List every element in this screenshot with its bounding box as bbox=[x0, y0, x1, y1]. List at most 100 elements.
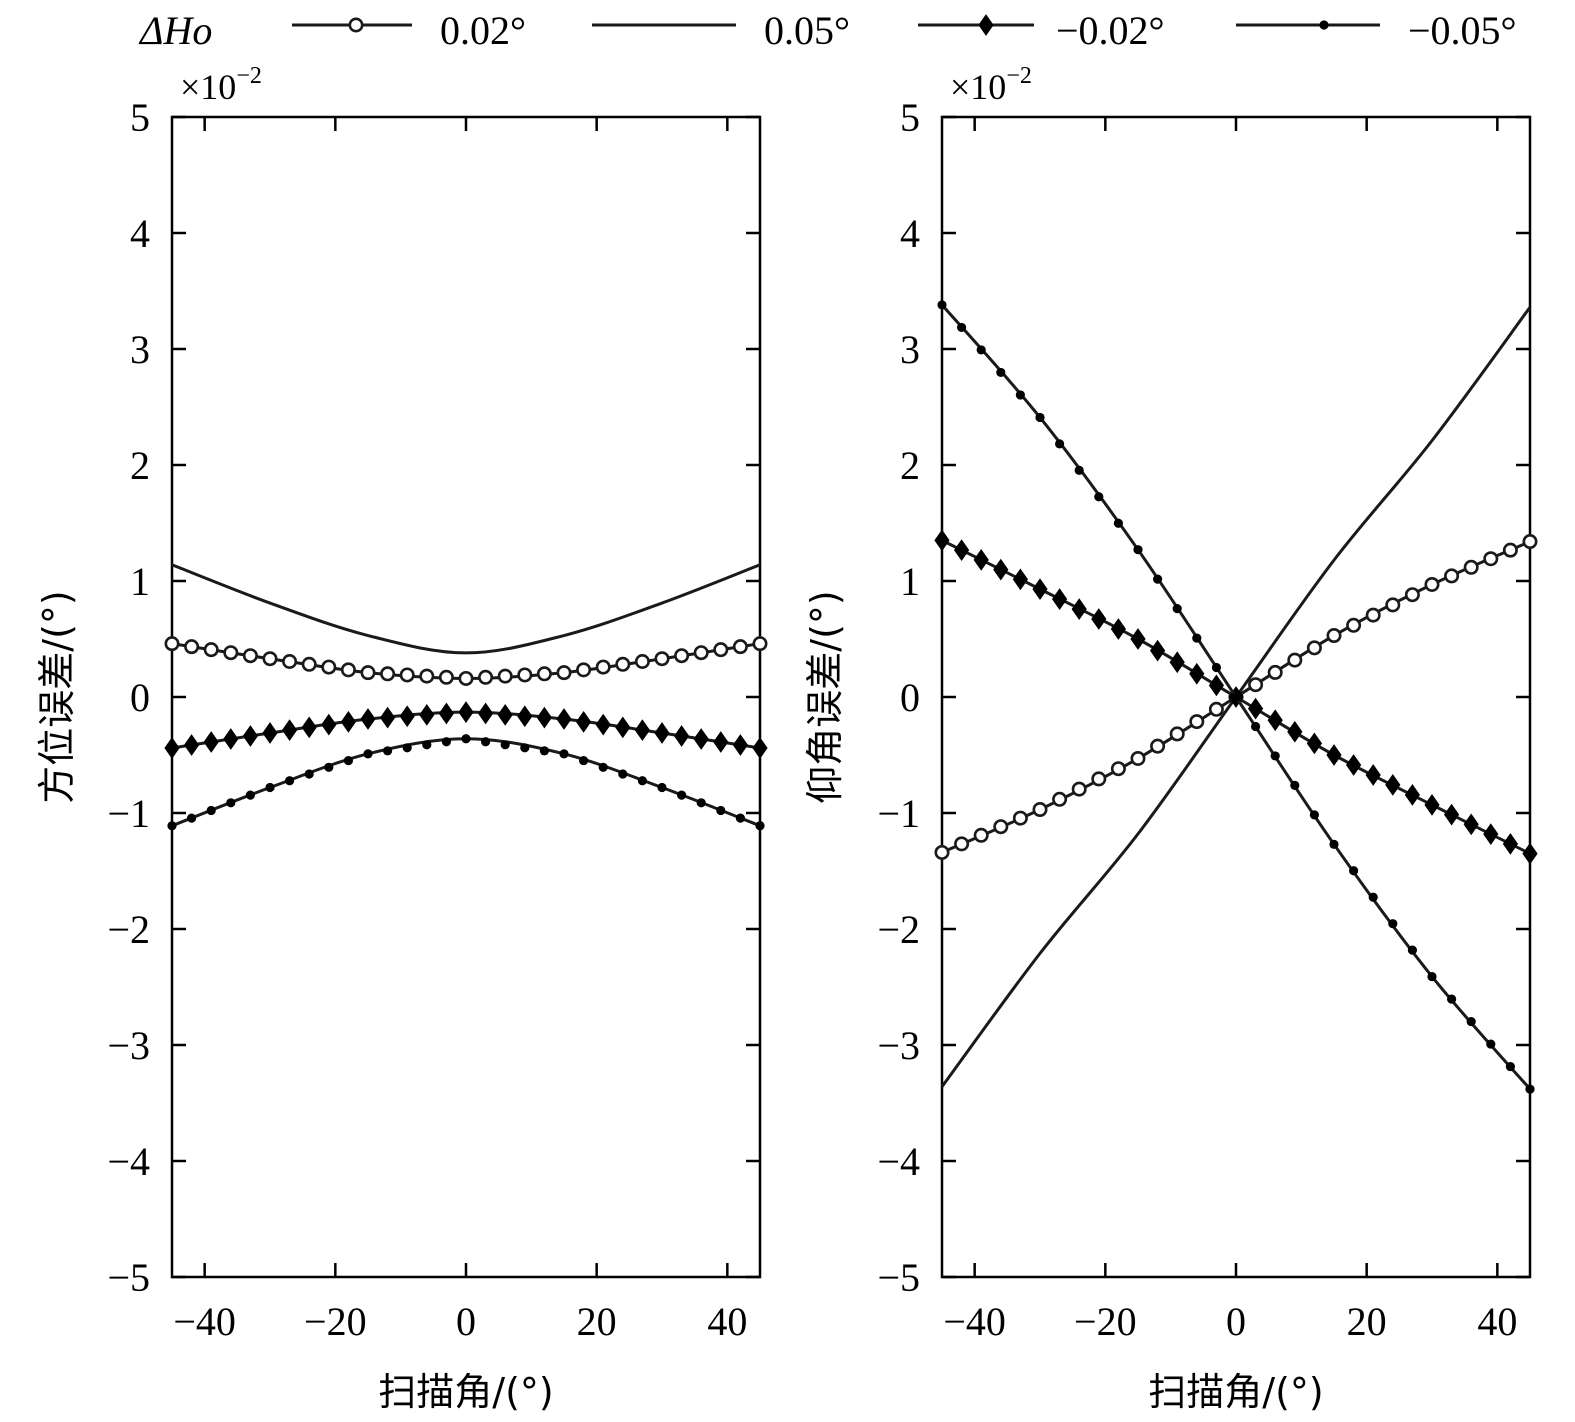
y-axis-title: 仰角误差/(°) bbox=[803, 590, 847, 803]
series-marker bbox=[1329, 839, 1339, 849]
y-tick-label: −2 bbox=[877, 907, 920, 952]
x-axis-title: 扫描角/(°) bbox=[378, 1370, 553, 1414]
series-marker bbox=[937, 300, 947, 310]
series-marker bbox=[1032, 578, 1048, 600]
series-marker bbox=[301, 656, 317, 672]
x-tick-label: 0 bbox=[1226, 1299, 1246, 1344]
series-marker bbox=[556, 665, 572, 681]
legend-marker bbox=[978, 14, 994, 36]
series-dot bbox=[167, 734, 765, 831]
series-marker bbox=[242, 725, 259, 747]
series-marker bbox=[1522, 534, 1538, 550]
series-marker bbox=[517, 705, 533, 728]
series-marker bbox=[634, 654, 650, 670]
y-multiplier-exponent: −2 bbox=[236, 63, 262, 89]
series-dot bbox=[937, 300, 1535, 1094]
series-marker bbox=[1404, 784, 1421, 806]
series-marker bbox=[1365, 607, 1381, 623]
series-marker bbox=[1231, 692, 1241, 702]
series-marker bbox=[1368, 892, 1378, 902]
series-marker bbox=[520, 743, 530, 753]
series-marker bbox=[976, 345, 986, 355]
series-marker bbox=[713, 731, 729, 753]
series-marker bbox=[1502, 832, 1519, 855]
series-marker bbox=[595, 713, 611, 736]
series-marker bbox=[934, 844, 950, 860]
y-tick-label: 1 bbox=[130, 559, 150, 604]
legend-item: −0.05° bbox=[1236, 8, 1517, 53]
series-marker bbox=[223, 645, 239, 661]
series-marker bbox=[481, 737, 491, 747]
series-marker bbox=[399, 667, 415, 683]
series-marker bbox=[1345, 754, 1362, 776]
series-marker bbox=[1385, 774, 1401, 796]
y-tick-label: −4 bbox=[877, 1139, 920, 1184]
y-tick-label: −1 bbox=[877, 791, 920, 836]
y-tick-label: 3 bbox=[130, 327, 150, 372]
series-marker bbox=[1267, 664, 1283, 680]
series-marker bbox=[497, 668, 513, 684]
y-tick-label: 0 bbox=[130, 675, 150, 720]
series-marker bbox=[242, 648, 258, 664]
series-marker bbox=[1113, 518, 1123, 528]
series-marker bbox=[973, 827, 989, 843]
series-marker bbox=[1153, 574, 1163, 584]
series-marker bbox=[1150, 738, 1166, 754]
y-multiplier-exponent: −2 bbox=[1006, 63, 1032, 89]
series-marker bbox=[379, 706, 396, 729]
series-marker bbox=[732, 734, 749, 756]
series-marker bbox=[996, 367, 1006, 378]
y-tick-label: −2 bbox=[107, 907, 150, 952]
series-marker bbox=[1463, 813, 1479, 836]
series-marker bbox=[1427, 971, 1437, 982]
series-marker bbox=[419, 668, 435, 684]
series-marker bbox=[579, 755, 589, 766]
series-marker bbox=[1130, 628, 1146, 650]
series-marker bbox=[1149, 639, 1166, 662]
x-tick-label: −40 bbox=[943, 1299, 1006, 1344]
series-marker bbox=[618, 769, 628, 779]
series-marker bbox=[422, 740, 432, 750]
series-marker bbox=[732, 639, 748, 655]
legend-item: −0.02° bbox=[918, 8, 1165, 53]
series-marker bbox=[1404, 587, 1420, 603]
legend: ΔHo 0.02° 0.05° −0.02° −0.05° bbox=[138, 8, 1517, 53]
series-marker bbox=[1326, 744, 1342, 766]
series-marker bbox=[677, 790, 687, 800]
series-line bbox=[171, 737, 761, 828]
series-marker bbox=[1287, 720, 1303, 743]
x-tick-label: 40 bbox=[1477, 1299, 1517, 1344]
series-marker bbox=[517, 667, 533, 683]
series-marker bbox=[1015, 390, 1025, 400]
series-marker bbox=[282, 654, 298, 670]
series-marker bbox=[1051, 588, 1068, 610]
series-marker bbox=[1502, 542, 1518, 558]
y-tick-label: 3 bbox=[900, 327, 920, 372]
series-marker bbox=[1424, 794, 1440, 816]
series-marker bbox=[1388, 919, 1398, 929]
series-marker bbox=[285, 776, 295, 786]
x-axis-title: 扫描角/(°) bbox=[1148, 1370, 1323, 1414]
series-marker bbox=[1287, 652, 1303, 668]
series-marker bbox=[1211, 662, 1221, 673]
series-diamond bbox=[164, 701, 768, 759]
y-tick-label: −3 bbox=[107, 1023, 150, 1068]
series-marker bbox=[1094, 492, 1104, 502]
series-marker bbox=[500, 740, 510, 750]
legend-items: 0.02° 0.05° −0.02° −0.05° bbox=[292, 8, 1517, 53]
series-marker bbox=[1248, 677, 1264, 693]
legend-marker bbox=[348, 17, 364, 33]
series-marker bbox=[693, 728, 709, 750]
series-marker bbox=[1035, 412, 1045, 423]
series-marker bbox=[1133, 545, 1143, 555]
series-marker bbox=[340, 662, 356, 678]
x-tick-label: −40 bbox=[173, 1299, 236, 1344]
series-marker bbox=[973, 549, 989, 571]
series-marker bbox=[957, 322, 967, 333]
chart-panel-azimuth: −40 −20 0 20 40 −5 −4 −3 −2 −1 0 1 2 3 4 5 ×10−2 扫描角/(°) 方… bbox=[35, 63, 768, 1414]
y-tick-label: −3 bbox=[877, 1023, 920, 1068]
series-marker bbox=[383, 746, 393, 756]
series-none bbox=[171, 563, 761, 655]
series-marker bbox=[752, 636, 768, 652]
